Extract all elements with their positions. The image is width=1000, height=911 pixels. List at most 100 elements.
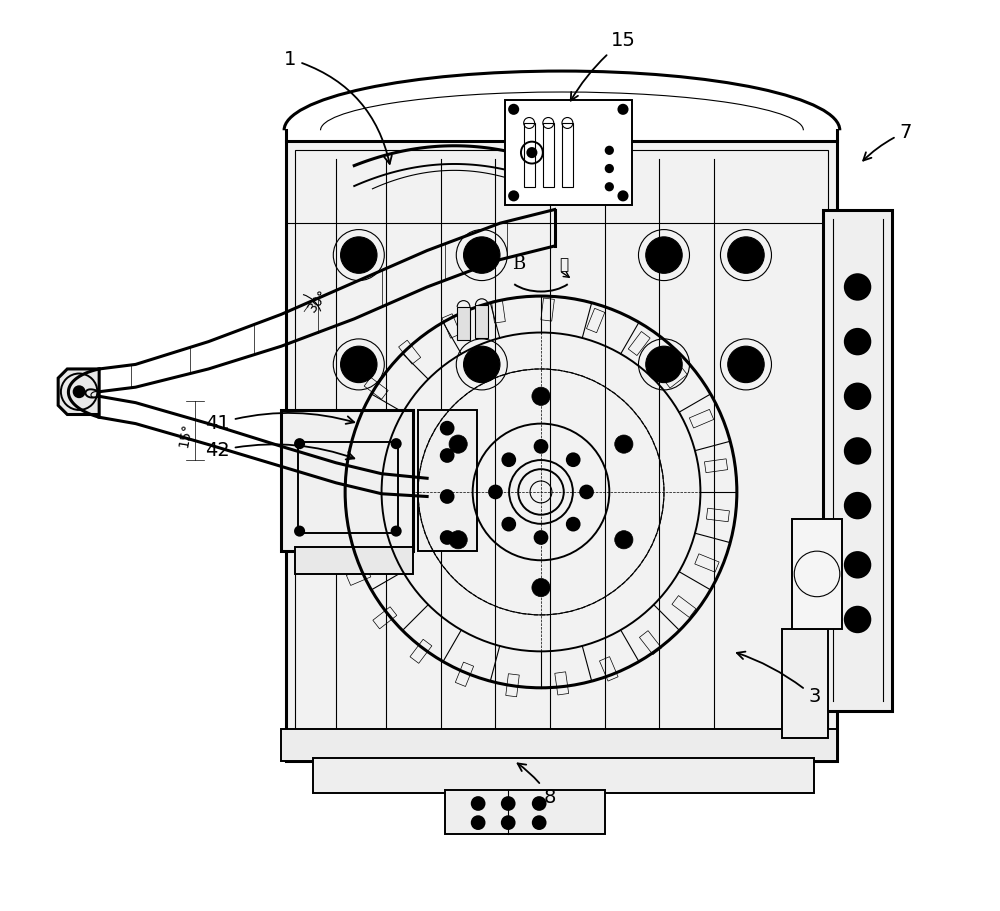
Text: 15°: 15° — [177, 422, 195, 449]
Text: 轴: 轴 — [559, 257, 568, 271]
Circle shape — [567, 454, 580, 466]
Polygon shape — [58, 369, 99, 415]
Circle shape — [502, 517, 515, 530]
Circle shape — [845, 274, 870, 300]
Circle shape — [567, 517, 580, 530]
Circle shape — [441, 422, 454, 435]
Circle shape — [509, 191, 518, 200]
Circle shape — [341, 346, 377, 383]
Circle shape — [449, 435, 467, 453]
Bar — [295, 150, 828, 752]
Bar — [586, 308, 605, 333]
Text: 3: 3 — [737, 651, 820, 706]
Circle shape — [509, 105, 518, 114]
Bar — [792, 519, 842, 629]
Text: 30°: 30° — [305, 287, 331, 314]
Text: 8: 8 — [518, 763, 556, 806]
Bar — [346, 567, 371, 586]
Circle shape — [845, 384, 870, 409]
Circle shape — [472, 797, 485, 810]
Bar — [689, 409, 714, 428]
Bar — [364, 377, 388, 399]
Bar — [524, 123, 535, 187]
Circle shape — [472, 816, 485, 829]
Circle shape — [535, 531, 547, 544]
Bar — [505, 100, 632, 205]
Circle shape — [502, 454, 515, 466]
Bar — [628, 332, 650, 355]
Circle shape — [845, 493, 870, 518]
Circle shape — [295, 527, 304, 536]
Bar — [663, 366, 687, 388]
Circle shape — [527, 148, 536, 157]
Text: 7: 7 — [863, 123, 912, 160]
Bar — [442, 313, 461, 338]
Circle shape — [74, 386, 85, 397]
Bar — [332, 522, 356, 536]
Circle shape — [615, 435, 633, 453]
Bar — [281, 729, 837, 761]
Bar — [286, 141, 837, 761]
Circle shape — [535, 440, 547, 453]
Bar — [639, 630, 662, 655]
Bar — [541, 298, 554, 321]
Bar — [562, 123, 573, 187]
Circle shape — [341, 237, 377, 273]
Circle shape — [606, 183, 613, 190]
Circle shape — [606, 147, 613, 154]
Bar — [298, 442, 398, 533]
Bar — [823, 210, 892, 711]
Bar — [341, 423, 365, 441]
Circle shape — [532, 578, 550, 597]
Circle shape — [618, 105, 628, 114]
Circle shape — [533, 816, 546, 829]
Circle shape — [646, 237, 682, 273]
Bar — [706, 508, 729, 522]
Bar — [704, 459, 728, 473]
Text: 42: 42 — [205, 442, 354, 460]
Bar — [491, 300, 505, 323]
Circle shape — [580, 486, 593, 498]
Circle shape — [606, 165, 613, 172]
Circle shape — [295, 439, 304, 448]
Bar — [295, 547, 413, 574]
Bar — [506, 674, 519, 697]
Bar — [782, 629, 828, 738]
Circle shape — [845, 552, 870, 578]
Bar — [410, 640, 432, 663]
Bar — [457, 307, 470, 340]
Bar — [373, 607, 397, 629]
Circle shape — [845, 438, 870, 464]
Circle shape — [441, 490, 454, 503]
Bar — [475, 305, 488, 338]
Bar — [418, 410, 477, 551]
Circle shape — [449, 530, 467, 548]
Text: 1: 1 — [284, 50, 392, 164]
Circle shape — [464, 346, 500, 383]
Circle shape — [532, 387, 550, 405]
Text: 15: 15 — [571, 32, 635, 100]
Circle shape — [845, 607, 870, 632]
Circle shape — [845, 329, 870, 354]
Circle shape — [615, 530, 633, 548]
Circle shape — [502, 816, 515, 829]
Bar — [331, 473, 354, 486]
Bar — [455, 662, 474, 687]
Circle shape — [441, 449, 454, 462]
Bar — [313, 758, 814, 793]
Bar — [599, 657, 618, 681]
Circle shape — [392, 439, 401, 448]
Bar — [399, 340, 421, 364]
Bar — [445, 790, 605, 834]
Circle shape — [441, 531, 454, 544]
Text: B: B — [512, 255, 525, 273]
Circle shape — [502, 797, 515, 810]
Circle shape — [618, 191, 628, 200]
Circle shape — [392, 527, 401, 536]
Bar — [672, 596, 696, 618]
Bar — [281, 410, 413, 551]
Bar — [555, 671, 569, 695]
Circle shape — [728, 346, 764, 383]
Circle shape — [646, 346, 682, 383]
Circle shape — [464, 237, 500, 273]
